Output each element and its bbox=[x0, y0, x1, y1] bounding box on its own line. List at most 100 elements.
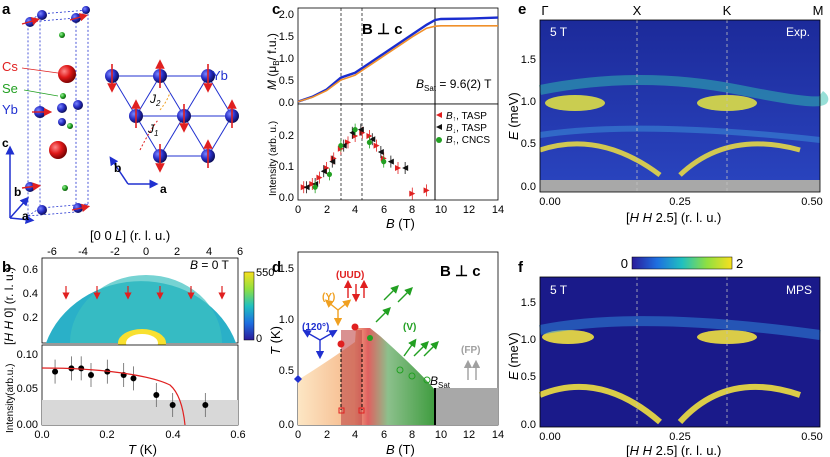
b-data-point bbox=[169, 402, 176, 408]
c-intensity-points bbox=[300, 123, 430, 200]
svg-text:12: 12 bbox=[463, 204, 475, 216]
c-data-point bbox=[387, 158, 394, 165]
d-fp-region bbox=[435, 388, 498, 425]
b-fit-curve bbox=[41, 367, 186, 426]
svg-text:-6: -6 bbox=[47, 246, 57, 258]
panel-a: a bbox=[2, 1, 239, 225]
b-data-point bbox=[52, 368, 59, 375]
c-data-point bbox=[409, 190, 416, 197]
svg-text:6: 6 bbox=[237, 246, 243, 258]
b-bottom-xticks: 0.0 0.2 0.4 0.6 bbox=[34, 429, 245, 441]
c-top-ylabel: M (μB/ f.u.) bbox=[265, 33, 281, 90]
c-data-point bbox=[357, 126, 364, 133]
svg-text:0.00: 0.00 bbox=[539, 431, 560, 443]
svg-text:0.50: 0.50 bbox=[801, 431, 822, 443]
c-data-point bbox=[340, 142, 347, 149]
svg-text:6: 6 bbox=[381, 429, 387, 441]
c-data-point bbox=[381, 159, 387, 165]
svg-text:0.2: 0.2 bbox=[279, 130, 294, 142]
e-xlabel: [H H 2.5] (r. l. u.) bbox=[626, 210, 721, 225]
j2-path bbox=[159, 91, 171, 111]
svg-text:0.2: 0.2 bbox=[99, 429, 114, 441]
phase-y: (Y) bbox=[322, 292, 335, 303]
label-se: Se bbox=[2, 81, 18, 96]
e-yticks: 1.5 1.0 0.5 0.0 bbox=[521, 54, 536, 193]
axis-a-label: a bbox=[22, 209, 29, 223]
f-xlabel: [H H 2.5] (r. l. u.) bbox=[626, 443, 721, 457]
b-bottom-ylabel: Intensity(arb.u.) bbox=[5, 364, 16, 433]
b-top-xticks: -6 -4 -2 0 2 4 6 bbox=[47, 246, 243, 258]
svg-text:0.00: 0.00 bbox=[17, 419, 38, 431]
svg-text:0.6: 0.6 bbox=[23, 264, 38, 276]
f-colorbar-max: 2 bbox=[736, 256, 743, 271]
phase-uud: (UUD) bbox=[336, 270, 364, 281]
c-data-point bbox=[303, 184, 310, 191]
lattice-axis-a: a bbox=[160, 182, 167, 196]
svg-text:12: 12 bbox=[463, 429, 475, 441]
panel-e: e Γ X K M 5 T Exp. 1.5 1.0 0.5 0.0 E (me… bbox=[506, 1, 829, 225]
c-data-point bbox=[320, 168, 327, 175]
svg-text:1.0: 1.0 bbox=[521, 96, 536, 108]
c-data-point bbox=[366, 139, 373, 145]
svg-text:0.5: 0.5 bbox=[279, 365, 294, 377]
panel-letter-c: c bbox=[272, 1, 280, 18]
svg-text:0.00: 0.00 bbox=[539, 196, 560, 208]
svg-text:1.5: 1.5 bbox=[279, 263, 294, 275]
svg-text:1.5: 1.5 bbox=[279, 31, 294, 43]
c-data-point bbox=[326, 171, 333, 177]
e-guides bbox=[636, 20, 728, 192]
svg-text:0.0: 0.0 bbox=[279, 97, 294, 109]
svg-text:0.4: 0.4 bbox=[23, 288, 38, 300]
b-top-ylabel: [H H 0] (r. l. u.) bbox=[2, 267, 16, 345]
f-frame bbox=[539, 276, 821, 428]
svg-text:0.0: 0.0 bbox=[279, 419, 294, 431]
c-bottom-yticks: 0.2 0.1 0.0 bbox=[279, 130, 294, 204]
c-field-direction: B ⊥ c bbox=[362, 21, 403, 38]
panel-letter-e: e bbox=[518, 1, 526, 18]
axis-b-label: b bbox=[14, 185, 21, 199]
svg-text:0.5: 0.5 bbox=[279, 75, 294, 87]
d-spin-icons bbox=[302, 279, 481, 380]
d-yticks: 1.5 1.0 0.5 0.0 bbox=[279, 263, 294, 431]
c-xticks: 0 2 4 6 8 10 12 14 bbox=[295, 204, 504, 216]
c-magnetization-curves bbox=[297, 16, 499, 103]
c-data-point bbox=[366, 133, 373, 139]
c-data-point bbox=[329, 158, 336, 165]
c-data-point bbox=[373, 142, 380, 149]
b-top-xlabel: [0 0 L] (r. l. u.) bbox=[90, 228, 170, 243]
b-data-point bbox=[88, 372, 94, 378]
svg-text:K: K bbox=[723, 3, 732, 18]
svg-text:1.5: 1.5 bbox=[521, 54, 536, 66]
panel-letter-b: b bbox=[2, 259, 11, 276]
c-data-point bbox=[316, 174, 323, 181]
svg-text:1.0: 1.0 bbox=[279, 314, 294, 326]
c-legend-item: B↓, TASP bbox=[436, 123, 487, 135]
e-field-label: 5 T bbox=[550, 25, 568, 39]
svg-text:4: 4 bbox=[352, 204, 358, 216]
c-data-point bbox=[369, 136, 376, 143]
lattice-axis-b: b bbox=[114, 161, 121, 175]
svg-text:B↑, CNCS: B↑, CNCS bbox=[446, 135, 490, 147]
svg-text:0.10: 0.10 bbox=[17, 349, 38, 361]
j1-label: J1 bbox=[147, 122, 158, 138]
d-uud-region bbox=[341, 330, 362, 425]
lattice-spins bbox=[107, 59, 237, 173]
c-bottom-ylabel: Intensity (arb. u.) bbox=[268, 121, 279, 196]
d-markers bbox=[294, 323, 431, 414]
svg-text:0.05: 0.05 bbox=[17, 383, 38, 395]
d-field-direction: B ⊥ c bbox=[440, 263, 481, 280]
b-data-points bbox=[52, 356, 209, 417]
c-data-point bbox=[423, 187, 430, 194]
j1-path bbox=[139, 119, 159, 151]
label-cs: Cs bbox=[2, 59, 18, 74]
svg-text:2: 2 bbox=[324, 429, 330, 441]
svg-text:8: 8 bbox=[409, 204, 415, 216]
magnetization-series-line bbox=[297, 16, 499, 103]
c-legend-item: B↑, TASP bbox=[436, 111, 487, 123]
j2-label: J2 bbox=[149, 92, 161, 108]
svg-text:-4: -4 bbox=[78, 246, 88, 258]
svg-text:0.5: 0.5 bbox=[521, 138, 536, 150]
svg-text:0: 0 bbox=[295, 204, 301, 216]
leader-cs bbox=[21, 67, 59, 74]
label-yb-lattice: Yb bbox=[212, 68, 228, 83]
